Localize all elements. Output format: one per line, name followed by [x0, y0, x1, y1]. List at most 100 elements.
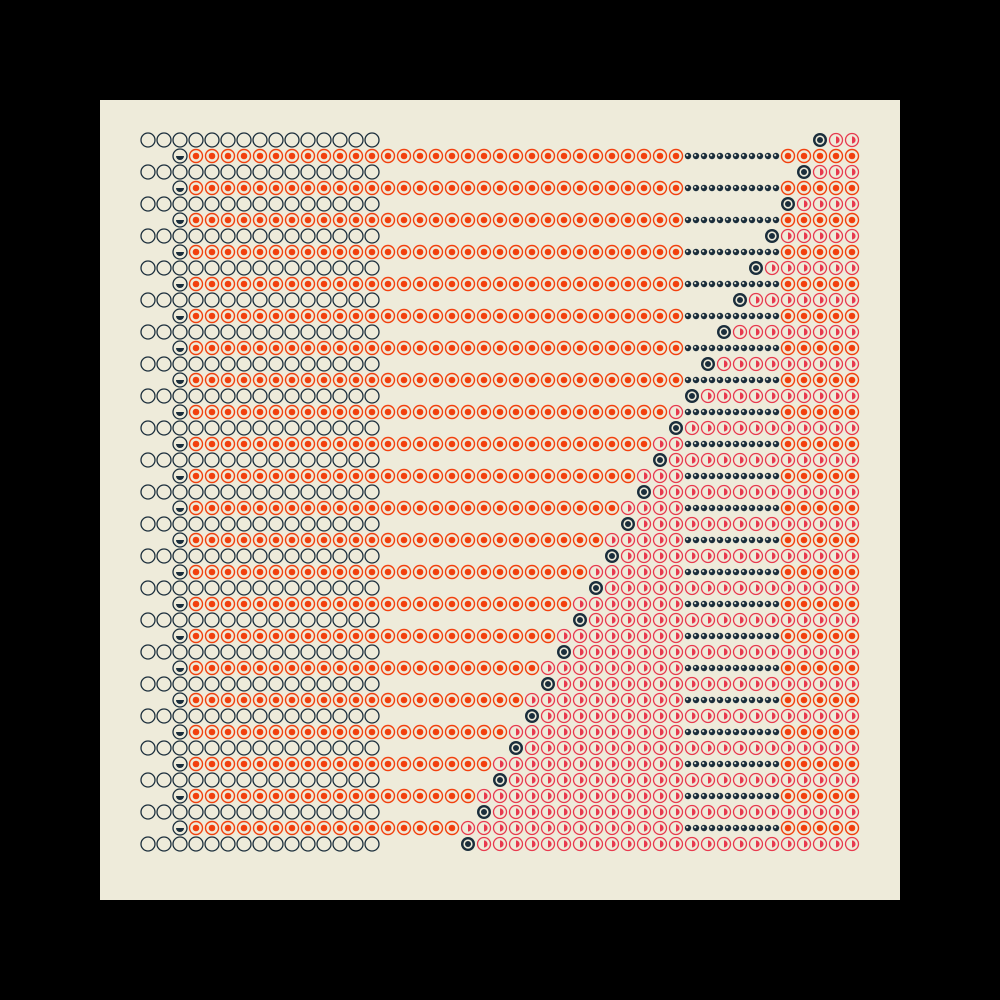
- navy-half-dot: [172, 596, 188, 612]
- coral-half-ring: [732, 420, 748, 436]
- orange-ring-dot: [620, 276, 636, 292]
- coral-half-ring: [604, 772, 620, 788]
- coral-half-ring: [604, 756, 620, 772]
- orange-ring-dot: [540, 308, 556, 324]
- orange-ring-dot: [796, 244, 812, 260]
- orange-ring-dot: [620, 436, 636, 452]
- coral-half-ring: [828, 580, 844, 596]
- navy-outline-circle: [188, 676, 204, 692]
- coral-half-ring: [652, 676, 668, 692]
- orange-ring-dot: [348, 500, 364, 516]
- small-navy-dot: [692, 408, 700, 416]
- orange-ring-dot: [572, 308, 588, 324]
- small-navy-dot: [716, 184, 724, 192]
- coral-half-ring: [556, 756, 572, 772]
- coral-half-ring: [732, 356, 748, 372]
- orange-ring-dot: [780, 820, 796, 836]
- orange-ring-dot: [492, 276, 508, 292]
- small-navy-dot: [684, 728, 692, 736]
- navy-outline-circle: [268, 516, 284, 532]
- navy-outline-circle: [284, 612, 300, 628]
- coral-half-ring: [700, 484, 716, 500]
- navy-outline-circle: [348, 420, 364, 436]
- orange-ring-dot: [524, 180, 540, 196]
- orange-ring-dot: [204, 276, 220, 292]
- orange-ring-dot: [188, 308, 204, 324]
- small-navy-dot: [684, 824, 692, 832]
- orange-ring-dot: [188, 436, 204, 452]
- coral-half-ring: [652, 548, 668, 564]
- navy-outline-circle: [172, 580, 188, 596]
- coral-half-ring: [620, 804, 636, 820]
- navy-outline-circle: [316, 676, 332, 692]
- small-navy-dot: [700, 184, 708, 192]
- orange-ring-dot: [444, 692, 460, 708]
- orange-ring-dot: [828, 276, 844, 292]
- orange-ring-dot: [556, 244, 572, 260]
- small-navy-dot: [684, 568, 692, 576]
- orange-ring-dot: [524, 244, 540, 260]
- coral-half-ring: [812, 324, 828, 340]
- coral-half-ring: [780, 388, 796, 404]
- small-navy-dot: [716, 152, 724, 160]
- orange-ring-dot: [396, 500, 412, 516]
- small-navy-dot: [724, 664, 732, 672]
- orange-ring-dot: [236, 500, 252, 516]
- small-navy-dot: [684, 664, 692, 672]
- small-navy-dot: [724, 152, 732, 160]
- orange-ring-dot: [588, 212, 604, 228]
- orange-ring-dot: [252, 756, 268, 772]
- coral-half-ring: [636, 548, 652, 564]
- orange-ring-dot: [316, 628, 332, 644]
- coral-half-ring: [604, 836, 620, 852]
- orange-ring-dot: [316, 340, 332, 356]
- orange-ring-dot: [268, 788, 284, 804]
- orange-ring-dot: [396, 724, 412, 740]
- orange-ring-dot: [844, 276, 860, 292]
- navy-outline-circle: [204, 420, 220, 436]
- small-navy-dot: [740, 696, 748, 704]
- orange-ring-dot: [220, 404, 236, 420]
- orange-ring-dot: [780, 660, 796, 676]
- orange-ring-dot: [620, 372, 636, 388]
- orange-ring-dot: [476, 244, 492, 260]
- coral-half-ring: [620, 820, 636, 836]
- orange-ring-dot: [348, 372, 364, 388]
- small-navy-dot: [708, 280, 716, 288]
- orange-ring-dot: [316, 148, 332, 164]
- coral-half-ring: [748, 292, 764, 308]
- orange-ring-dot: [428, 788, 444, 804]
- navy-outline-circle: [316, 388, 332, 404]
- navy-outline-circle: [300, 452, 316, 468]
- coral-half-ring: [604, 740, 620, 756]
- orange-ring-dot: [812, 532, 828, 548]
- small-navy-dot: [764, 376, 772, 384]
- small-navy-dot: [748, 568, 756, 576]
- orange-ring-dot: [252, 276, 268, 292]
- orange-ring-dot: [492, 308, 508, 324]
- orange-ring-dot: [492, 468, 508, 484]
- coral-half-ring: [828, 420, 844, 436]
- small-navy-dot: [732, 504, 740, 512]
- navy-outline-circle: [204, 612, 220, 628]
- navy-outline-circle: [332, 772, 348, 788]
- navy-outline-circle: [204, 196, 220, 212]
- small-navy-dot: [756, 664, 764, 672]
- small-navy-dot: [684, 472, 692, 480]
- orange-ring-dot: [300, 724, 316, 740]
- navy-outline-circle: [220, 324, 236, 340]
- small-navy-dot: [740, 824, 748, 832]
- small-navy-dot: [692, 216, 700, 224]
- navy-outline-circle: [156, 324, 172, 340]
- orange-ring-dot: [332, 212, 348, 228]
- small-navy-dot: [764, 440, 772, 448]
- orange-ring-dot: [284, 340, 300, 356]
- orange-ring-dot: [300, 180, 316, 196]
- orange-ring-dot: [476, 212, 492, 228]
- orange-ring-dot: [188, 340, 204, 356]
- orange-ring-dot: [428, 692, 444, 708]
- coral-half-ring: [636, 532, 652, 548]
- orange-ring-dot: [252, 340, 268, 356]
- orange-ring-dot: [396, 276, 412, 292]
- orange-ring-dot: [812, 820, 828, 836]
